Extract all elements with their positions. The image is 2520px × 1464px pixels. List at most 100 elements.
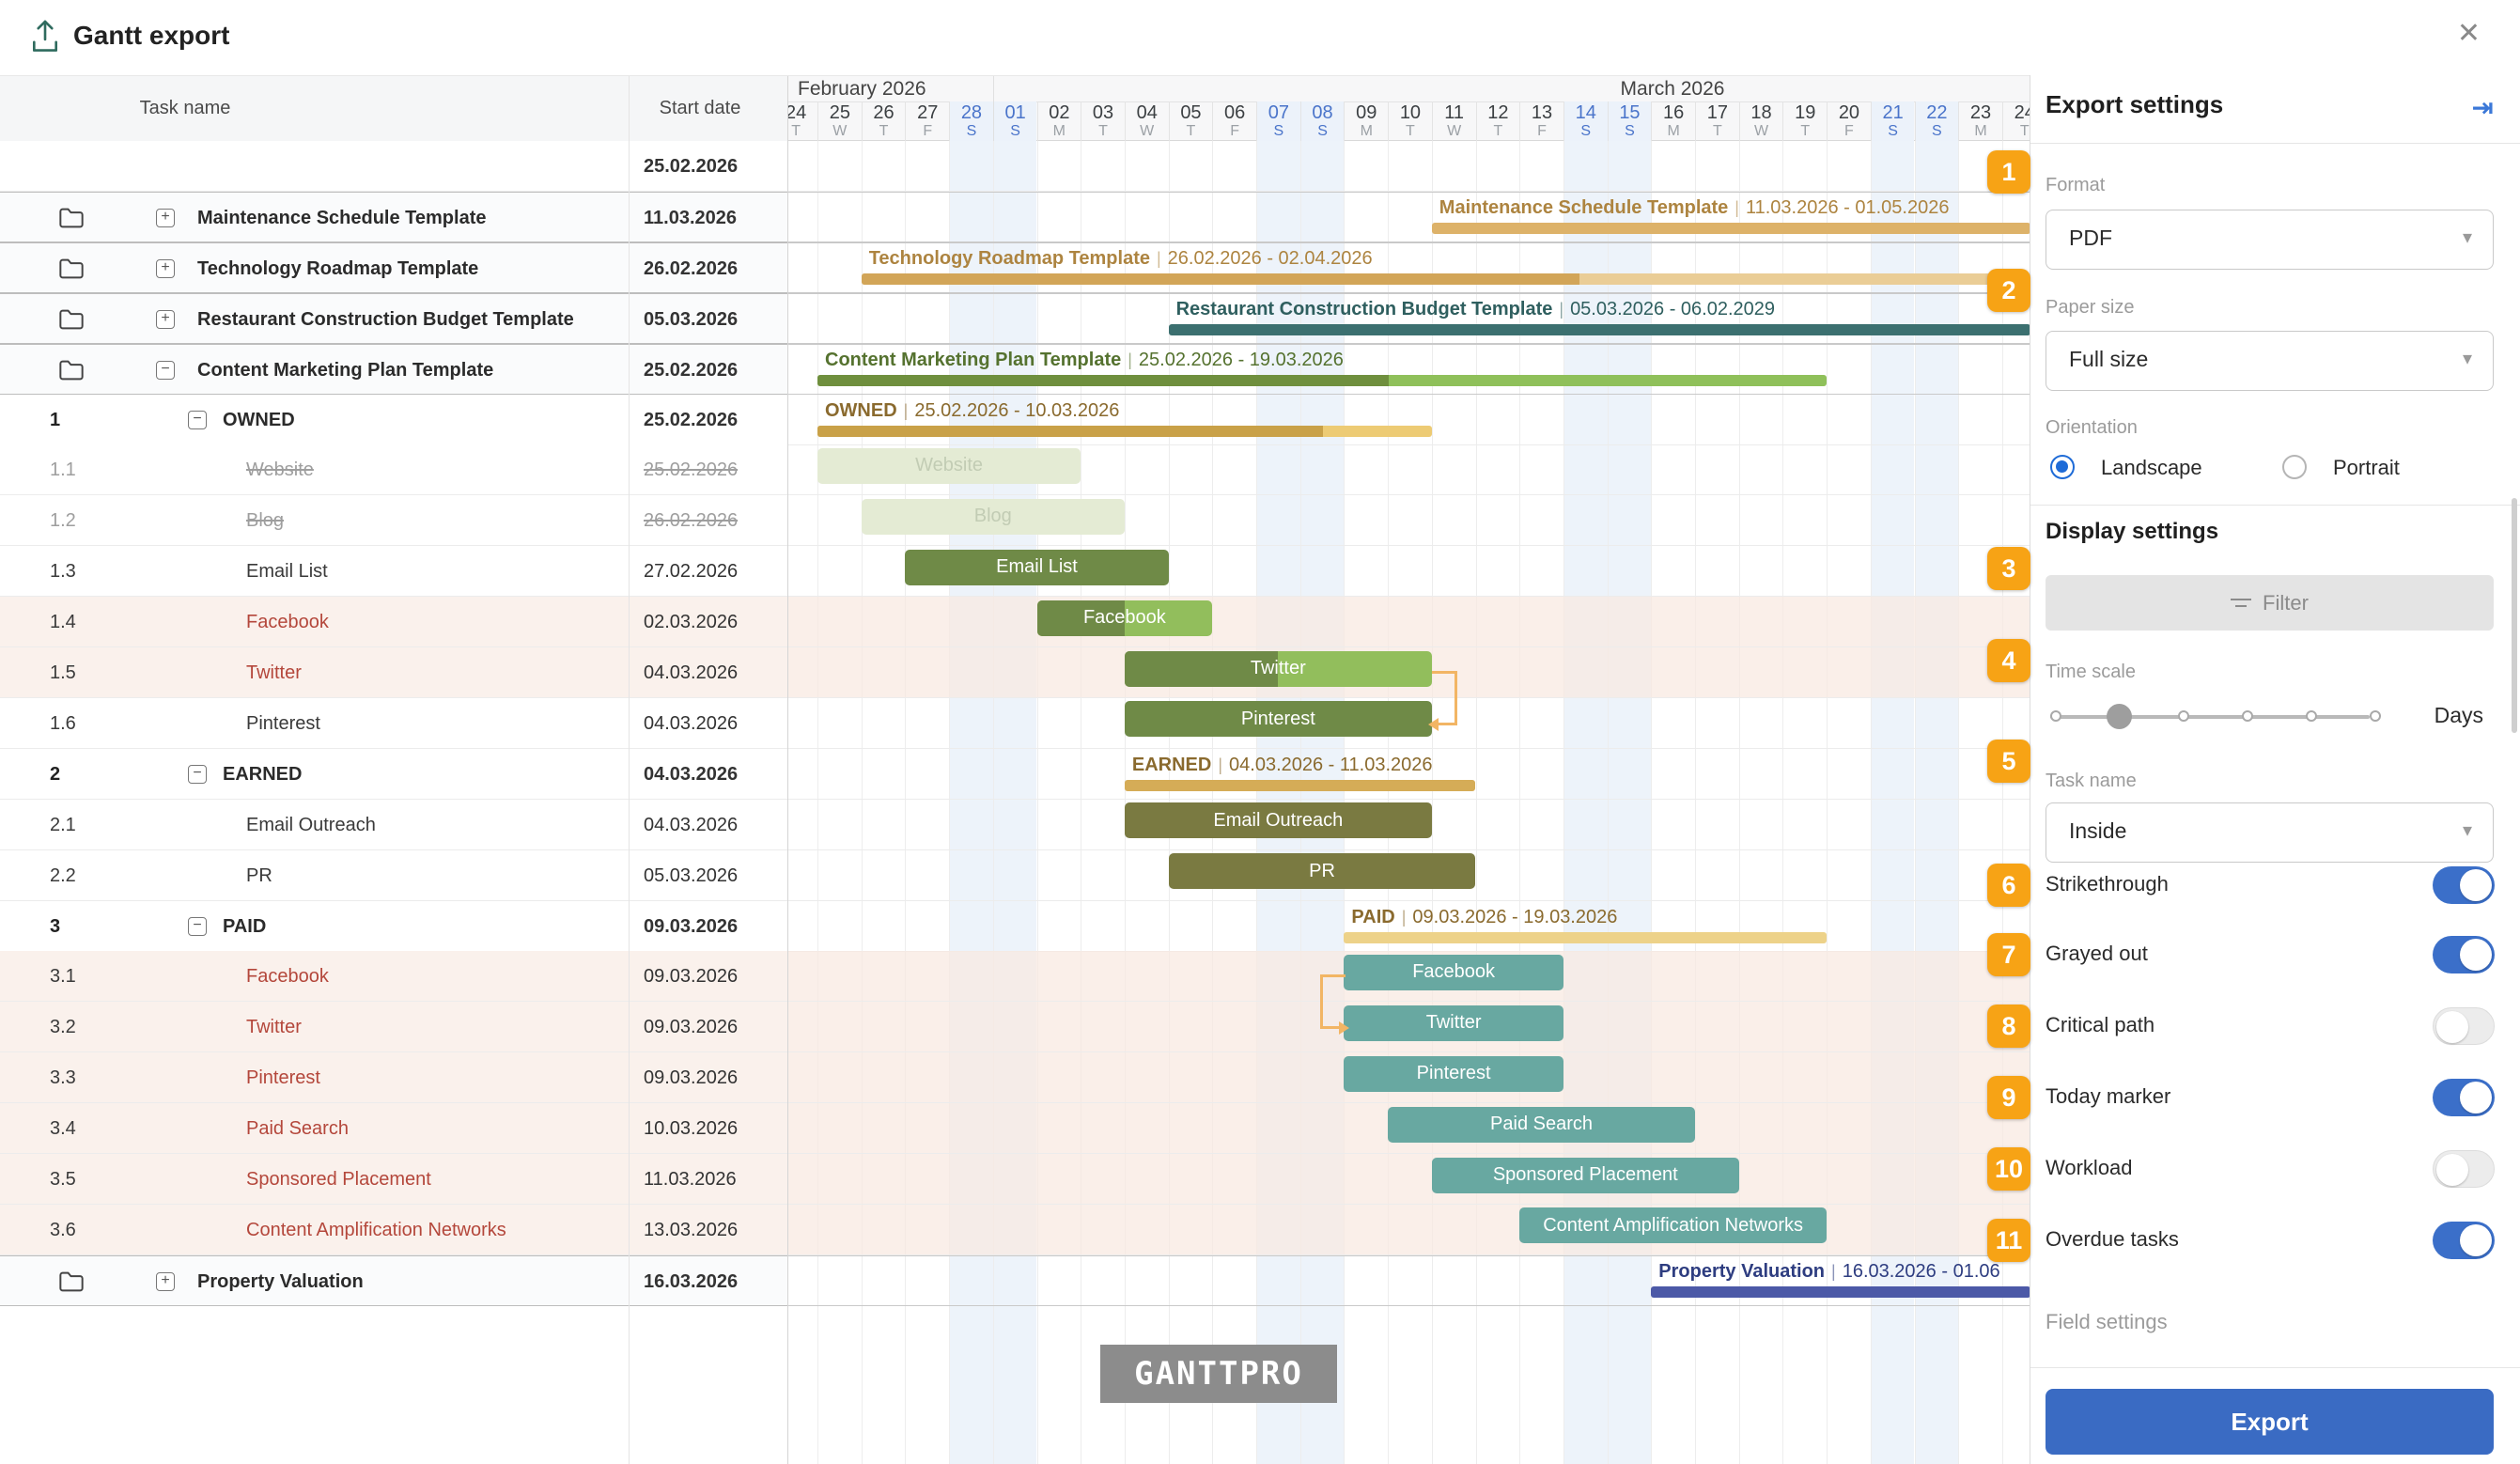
- table-row[interactable]: 1.4 Facebook 02.03.2026: [0, 597, 787, 648]
- chart-row: [788, 1154, 2030, 1205]
- collapse-icon[interactable]: −: [188, 916, 207, 936]
- toggle-grayed-out[interactable]: [2433, 936, 2495, 973]
- chart-row: [788, 395, 2030, 445]
- toggle-overdue-tasks[interactable]: [2433, 1222, 2495, 1259]
- paper-size-label: Paper size: [2046, 297, 2135, 318]
- chart-row: [788, 597, 2030, 648]
- summary-bar[interactable]: [817, 425, 1432, 437]
- slider-stop[interactable]: [2370, 710, 2381, 722]
- wbs-number: 3: [50, 915, 61, 937]
- task-bar[interactable]: Paid Search: [1388, 1106, 1695, 1143]
- task-bar[interactable]: Facebook: [1344, 954, 1563, 990]
- slider-stop[interactable]: [2050, 710, 2061, 722]
- time-scale-slider[interactable]: Days: [2046, 703, 2497, 731]
- task-bar-label: Pinterest: [1240, 708, 1315, 729]
- table-row[interactable]: 1.6 Pinterest 04.03.2026: [0, 697, 787, 749]
- task-bar[interactable]: Twitter: [1344, 1005, 1563, 1041]
- table-row[interactable]: 2.1 Email Outreach 04.03.2026: [0, 799, 787, 850]
- slider-knob[interactable]: [2107, 704, 2132, 729]
- table-row[interactable]: 2 − EARNED 04.03.2026: [0, 748, 787, 800]
- toggle-critical-path[interactable]: [2433, 1007, 2495, 1045]
- toggle-workload[interactable]: [2433, 1150, 2495, 1188]
- wbs-number: 2.1: [50, 814, 76, 835]
- summary-bar[interactable]: [861, 273, 2030, 285]
- summary-bar[interactable]: [1651, 1285, 2030, 1298]
- slider-stop[interactable]: [2178, 710, 2189, 722]
- task-bar[interactable]: Website: [817, 447, 1081, 484]
- panel-scrollbar[interactable]: [2512, 498, 2517, 733]
- summary-bar[interactable]: [1431, 222, 2030, 234]
- table-row[interactable]: − Content Marketing Plan Template 25.02.20…: [0, 343, 787, 395]
- table-row[interactable]: 3.6 Content Amplification Networks 13.03.2…: [0, 1204, 787, 1255]
- chevron-down-icon: ▾: [2462, 349, 2472, 369]
- toggle-strikethrough[interactable]: [2433, 866, 2495, 904]
- table-row[interactable]: 3.5 Sponsored Placement 11.03.2026: [0, 1154, 787, 1205]
- table-row[interactable]: 2.2 PR 05.03.2026: [0, 849, 787, 901]
- task-bar-progress: [1124, 650, 1278, 687]
- format-select[interactable]: PDF ▾: [2046, 210, 2494, 270]
- table-row[interactable]: 1.3 Email List 27.02.2026: [0, 546, 787, 598]
- collapse-icon[interactable]: −: [156, 360, 175, 380]
- table-row[interactable]: 1 − OWNED 25.02.2026: [0, 394, 787, 445]
- expand-icon[interactable]: +: [156, 1271, 175, 1291]
- slider-stop[interactable]: [2242, 710, 2253, 722]
- task-bar[interactable]: Sponsored Placement: [1431, 1157, 1739, 1193]
- day-cell: 15 S: [1607, 101, 1652, 141]
- filter-button[interactable]: Filter: [2046, 575, 2494, 631]
- task-bar-label: Twitter: [1425, 1012, 1482, 1034]
- table-row[interactable]: + Maintenance Schedule Template 11.03.2026: [0, 191, 787, 242]
- expand-icon[interactable]: +: [156, 309, 175, 329]
- task-bar[interactable]: Blog: [861, 498, 1125, 535]
- task-bar[interactable]: Twitter: [1124, 650, 1432, 687]
- paper-size-select[interactable]: Full size ▾: [2046, 331, 2494, 391]
- table-row[interactable]: 1.1 Website 25.02.2026: [0, 444, 787, 496]
- task-name-select[interactable]: Inside ▾: [2046, 802, 2494, 863]
- chevron-down-icon: ▾: [2462, 820, 2472, 841]
- table-row[interactable]: 3.3 Pinterest 09.03.2026: [0, 1052, 787, 1104]
- step-badge-6: 6: [1987, 864, 2030, 907]
- close-icon[interactable]: ✕: [2456, 18, 2481, 49]
- task-bar[interactable]: Facebook: [1036, 600, 1213, 636]
- slider-track[interactable]: [2050, 715, 2370, 719]
- collapse-icon[interactable]: −: [188, 410, 207, 429]
- wbs-number: 3.6: [50, 1219, 76, 1240]
- table-row[interactable]: 1.5 Twitter 04.03.2026: [0, 647, 787, 698]
- expand-icon[interactable]: +: [156, 208, 175, 227]
- task-bar[interactable]: Email Outreach: [1124, 802, 1432, 839]
- summary-bar[interactable]: [1168, 323, 2030, 335]
- task-bar[interactable]: Content Amplification Networks: [1519, 1207, 1828, 1244]
- summary-bar-progress: [817, 425, 1323, 437]
- day-cell: 18 W: [1738, 101, 1783, 141]
- task-bar-label: Email List: [996, 556, 1078, 578]
- export-button[interactable]: Export: [2046, 1389, 2494, 1455]
- task-bar[interactable]: Email List: [905, 549, 1169, 585]
- start-date: 11.03.2026: [644, 207, 737, 228]
- task-bar[interactable]: PR: [1168, 853, 1476, 890]
- table-row[interactable]: + Property Valuation 16.03.2026: [0, 1254, 787, 1306]
- table-row[interactable]: 3.1 Facebook 09.03.2026: [0, 951, 787, 1003]
- task-bar[interactable]: Pinterest: [1124, 701, 1432, 738]
- table-row[interactable]: + Technology Roadmap Template 26.02.2026: [0, 241, 787, 293]
- table-row[interactable]: 25.02.2026: [0, 141, 787, 192]
- table-row[interactable]: 3.4 Paid Search 10.03.2026: [0, 1103, 787, 1155]
- dependency-connector: [1323, 1026, 1342, 1029]
- day-cell: 20 F: [1827, 101, 1871, 141]
- summary-bar[interactable]: [1124, 779, 1476, 791]
- radio-landscape[interactable]: [2050, 455, 2075, 479]
- task-bar[interactable]: Pinterest: [1344, 1055, 1563, 1092]
- table-row[interactable]: + Restaurant Construction Budget Template…: [0, 292, 787, 344]
- collapse-panel-icon[interactable]: ⇥: [2471, 93, 2494, 122]
- collapse-icon[interactable]: −: [188, 764, 207, 784]
- slider-stop[interactable]: [2306, 710, 2317, 722]
- format-value: PDF: [2069, 226, 2112, 250]
- toggle-today-marker[interactable]: [2433, 1079, 2495, 1116]
- expand-icon[interactable]: +: [156, 258, 175, 278]
- table-row[interactable]: 3 − PAID 09.03.2026: [0, 900, 787, 952]
- table-row[interactable]: 3.2 Twitter 09.03.2026: [0, 1002, 787, 1053]
- radio-portrait[interactable]: [2282, 455, 2307, 479]
- table-row[interactable]: 1.2 Blog 26.02.2026: [0, 495, 787, 547]
- summary-bar[interactable]: [1344, 931, 1828, 943]
- chevron-down-icon: ▾: [2462, 227, 2472, 248]
- summary-bar[interactable]: [817, 374, 1828, 386]
